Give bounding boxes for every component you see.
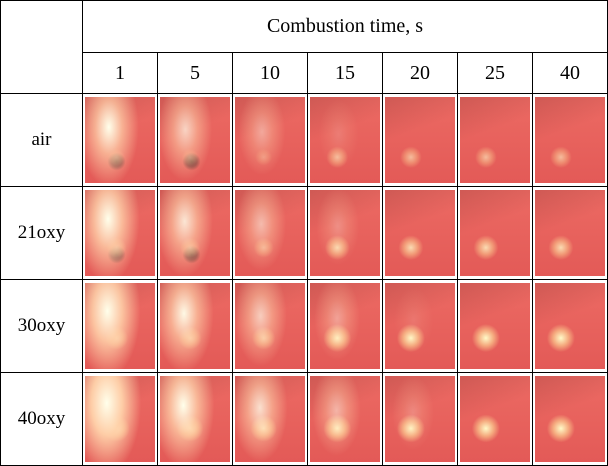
photo-cell	[533, 280, 608, 373]
photo-cell	[158, 94, 233, 187]
flame-photo	[535, 97, 605, 183]
photo-cell	[458, 94, 533, 187]
time-header: 10	[233, 53, 308, 94]
row-label: 21oxy	[1, 187, 83, 280]
table-row: 21oxy	[1, 187, 608, 280]
flame-photo	[310, 97, 380, 183]
header-row: Combustion time, s	[1, 1, 608, 53]
photo-cell	[233, 280, 308, 373]
flame-photo	[160, 97, 230, 183]
photo-cell	[233, 187, 308, 280]
row-label: 30oxy	[1, 280, 83, 373]
flame-photo	[310, 283, 380, 369]
corner-cell	[1, 1, 83, 94]
flame-photo	[235, 376, 305, 462]
time-header: 20	[383, 53, 458, 94]
page: Combustion time, s 151015202540 air21oxy…	[0, 0, 608, 466]
photo-cell	[533, 373, 608, 466]
photo-cell	[308, 280, 383, 373]
photo-cell	[83, 94, 158, 187]
photo-cell	[308, 94, 383, 187]
flame-photo	[235, 190, 305, 276]
flame-photo	[385, 376, 455, 462]
photo-cell	[308, 187, 383, 280]
flame-photo	[85, 376, 155, 462]
flame-photo	[385, 283, 455, 369]
photo-cell	[83, 373, 158, 466]
photo-cell	[458, 280, 533, 373]
flame-photo	[535, 376, 605, 462]
photo-cell	[533, 187, 608, 280]
header-title: Combustion time, s	[83, 1, 608, 53]
flame-photo	[385, 190, 455, 276]
photo-cell	[383, 373, 458, 466]
photo-cell	[233, 373, 308, 466]
flame-photo	[310, 376, 380, 462]
time-header: 15	[308, 53, 383, 94]
flame-photo	[535, 190, 605, 276]
flame-photo	[535, 283, 605, 369]
photo-cell	[233, 94, 308, 187]
flame-photo	[385, 97, 455, 183]
flame-photo	[85, 97, 155, 183]
photo-cell	[533, 94, 608, 187]
flame-photo	[160, 283, 230, 369]
flame-photo	[85, 283, 155, 369]
photo-cell	[383, 94, 458, 187]
flame-photo	[460, 283, 530, 369]
flame-photo	[310, 190, 380, 276]
time-header: 5	[158, 53, 233, 94]
photo-cell	[158, 280, 233, 373]
table-row: 30oxy	[1, 280, 608, 373]
flame-photo	[160, 190, 230, 276]
time-header: 1	[83, 53, 158, 94]
row-label: 40oxy	[1, 373, 83, 466]
table-row: air	[1, 94, 608, 187]
flame-photo	[160, 376, 230, 462]
flame-photo	[460, 190, 530, 276]
flame-photo	[235, 283, 305, 369]
photo-cell	[158, 187, 233, 280]
photo-cell	[158, 373, 233, 466]
photo-cell	[458, 187, 533, 280]
photo-cell	[383, 280, 458, 373]
table-row: 40oxy	[1, 373, 608, 466]
flame-photo	[460, 376, 530, 462]
photo-cell	[83, 187, 158, 280]
flame-photo	[235, 97, 305, 183]
photo-cell	[383, 187, 458, 280]
time-header: 40	[533, 53, 608, 94]
photo-cell	[83, 280, 158, 373]
row-label: air	[1, 94, 83, 187]
flame-photo	[85, 190, 155, 276]
time-header: 25	[458, 53, 533, 94]
photo-cell	[458, 373, 533, 466]
photo-cell	[308, 373, 383, 466]
flame-table: Combustion time, s 151015202540 air21oxy…	[0, 0, 608, 466]
flame-photo	[460, 97, 530, 183]
